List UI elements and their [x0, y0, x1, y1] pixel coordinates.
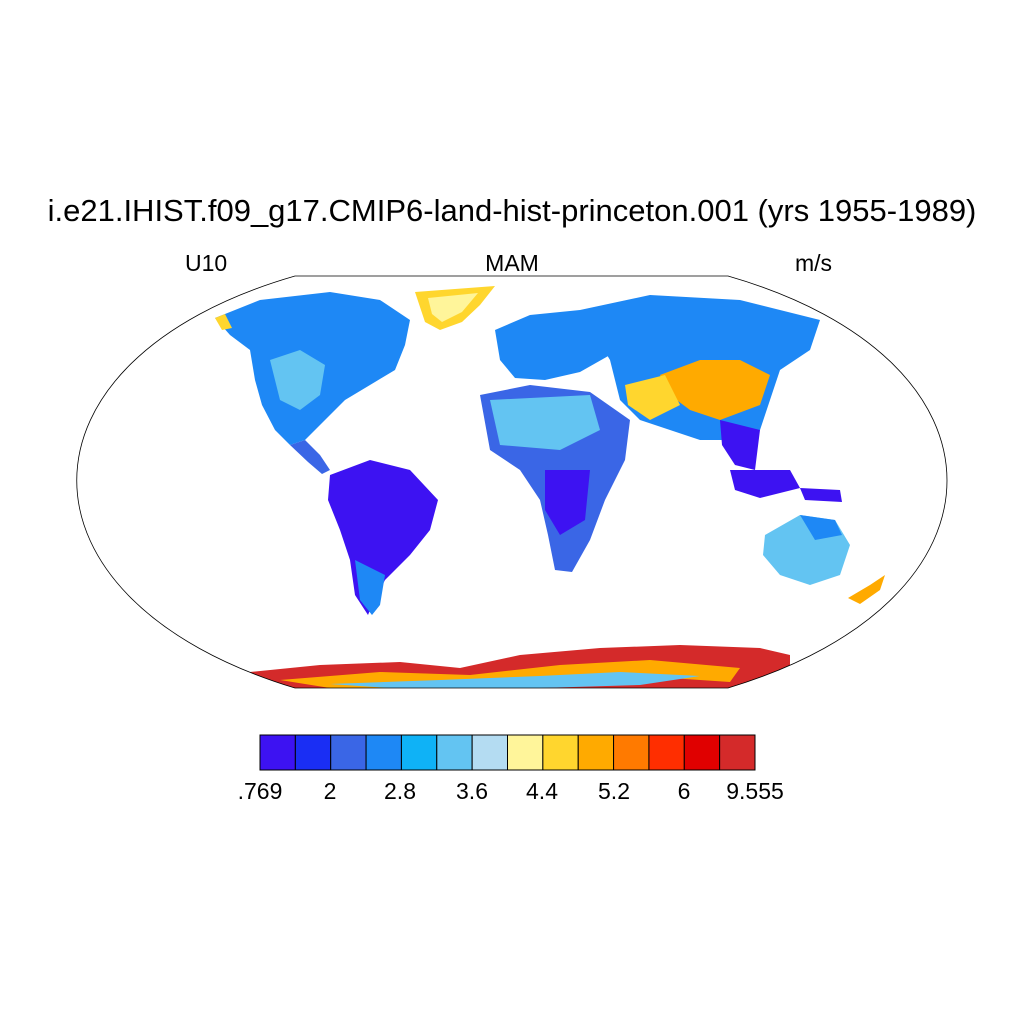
indonesia: [730, 470, 800, 498]
colorbar-label-1: 2: [323, 778, 337, 804]
sahara: [490, 395, 600, 450]
colorbar-box-13: [719, 734, 756, 771]
colorbar-box-8: [542, 734, 579, 771]
new-guinea: [800, 488, 842, 502]
south-america: [328, 460, 438, 615]
units-label: m/s: [795, 250, 833, 276]
colorbar-label-6: 6: [677, 778, 691, 804]
colorbar-box-2: [330, 734, 367, 771]
na-coast-warm: [215, 314, 232, 330]
sa-south: [355, 560, 385, 615]
colorbar-label-3: 3.6: [456, 778, 488, 804]
australia-coast: [800, 515, 842, 540]
tibet-plateau: [660, 360, 770, 420]
antarctica-inner: [330, 672, 700, 688]
central-asia-warm: [625, 375, 680, 420]
new-zealand: [848, 575, 885, 604]
colorbar-box-1: [294, 734, 332, 771]
colorbar-box-5: [436, 734, 473, 771]
na-interior: [270, 350, 325, 410]
colorbar-box-3: [365, 734, 402, 771]
colorbar-box-12: [683, 734, 721, 771]
central-africa: [545, 470, 590, 535]
colorbar-label-2: 2.8: [384, 778, 416, 804]
colorbar-label-7: 9.555: [726, 778, 784, 804]
colorbar-box-0: [259, 734, 296, 771]
colorbar-box-6: [471, 734, 508, 771]
colorbar-label-5: 5.2: [598, 778, 630, 804]
colorbar-box-11: [648, 734, 685, 771]
season-label: MAM: [485, 250, 539, 276]
antarctica-band: [280, 660, 740, 688]
colorbar-box-10: [613, 734, 650, 771]
colorbar-label-4: 4.4: [526, 778, 558, 804]
colorbar-label-0: .769: [237, 778, 283, 804]
map-fill: [215, 286, 885, 688]
greenland-inner: [428, 293, 478, 322]
colorbar-box-9: [577, 734, 615, 771]
south-asia: [720, 420, 760, 470]
variable-label: U10: [185, 250, 228, 276]
colorbar-box-7: [507, 734, 544, 771]
europe: [495, 310, 620, 380]
colorbar-box-4: [400, 734, 438, 771]
plot-title: i.e21.IHIST.f09_g17.CMIP6-land-hist-prin…: [47, 193, 977, 228]
central-america: [290, 440, 330, 474]
map-border: [76, 275, 948, 689]
